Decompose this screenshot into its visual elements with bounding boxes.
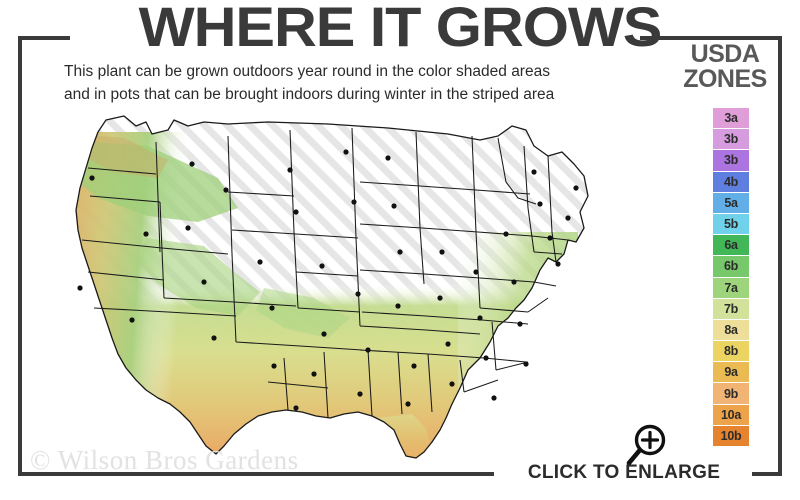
zone-swatch-5b-5: 5b	[713, 213, 749, 236]
zone-swatch-10b-15: 10b	[713, 425, 749, 447]
zone-swatch-3b-1: 3b	[713, 129, 749, 151]
city-dots	[77, 149, 579, 411]
zone-swatch-9a-12: 9a	[713, 362, 749, 384]
zone-swatch-7b-9: 7b	[713, 298, 749, 320]
subtitle-line-1: This plant can be grown outdoors year ro…	[64, 63, 550, 80]
click-to-enlarge-label[interactable]: CLICK TO ENLARGE	[527, 462, 721, 483]
watermark: © Wilson Bros Gardens	[30, 445, 299, 475]
zone-swatch-8a-10: 8a	[713, 319, 749, 342]
frame-top-right	[640, 36, 782, 40]
usda-hardiness-map[interactable]	[28, 112, 638, 467]
zone-swatch-3b-2: 3b	[713, 150, 749, 172]
frame-bottom-left	[18, 472, 494, 476]
zone-swatch-10a-14: 10a	[713, 404, 749, 426]
usda-zones-heading: USDA ZONES	[660, 42, 790, 92]
state-boundaries	[75, 115, 589, 459]
zone-swatch-8b-11: 8b	[713, 341, 749, 363]
frame-right-edge	[778, 36, 782, 476]
zone-swatch-4b-3: 4b	[713, 171, 749, 193]
zone-swatch-7a-8: 7a	[713, 277, 749, 299]
usda-zone-legend: 3a 3b 3b 4b 5a 5b 6a 6b 7a 7b 8a 8b 9a 9b 10a 10b	[713, 108, 749, 447]
usda-heading-line-2: ZONES	[683, 65, 767, 93]
subtitle-line-2: and in pots that can be brought indoors …	[64, 86, 555, 103]
zone-swatch-5a-4: 5a	[713, 192, 749, 214]
map-svg	[75, 115, 589, 459]
zone-swatch-6b-7: 6b	[713, 256, 749, 278]
zoom-in-icon[interactable]	[620, 420, 672, 472]
page-title: WHERE IT GROWS	[138, 0, 663, 58]
frame-bottom-right	[752, 472, 782, 476]
zone-swatch-3a-0: 3a	[713, 108, 749, 130]
usda-heading-line-1: USDA	[690, 40, 760, 68]
subtitle: This plant can be grown outdoors year ro…	[64, 60, 644, 106]
frame-top-left	[18, 36, 70, 40]
zone-swatch-6a-6: 6a	[713, 235, 749, 257]
zone-swatch-9b-13: 9b	[713, 383, 749, 405]
frame-left-edge	[18, 36, 22, 476]
